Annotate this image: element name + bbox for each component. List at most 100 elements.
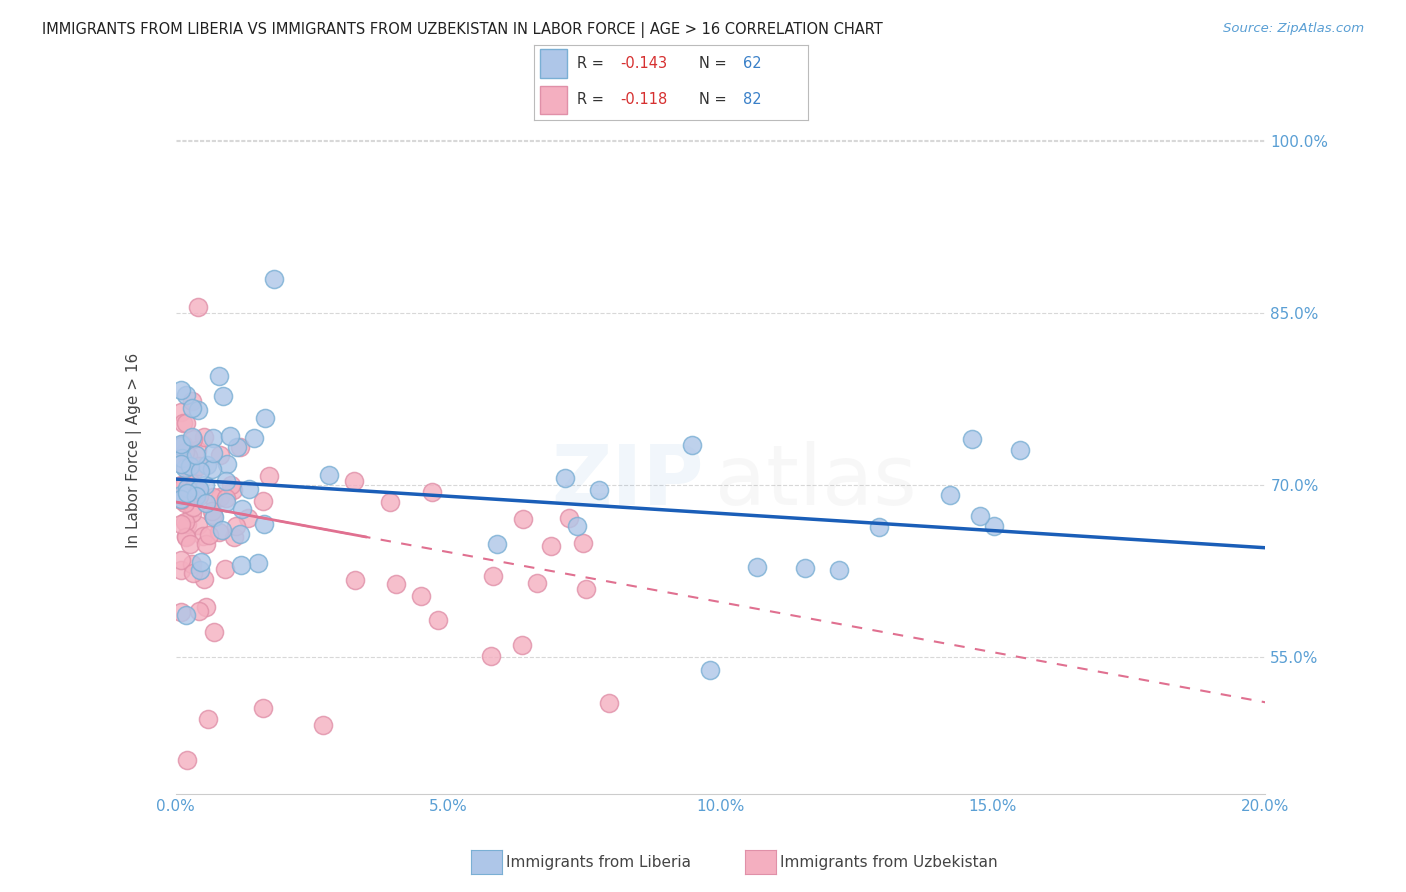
Point xyxy=(229,440,252,454)
Point xyxy=(598,696,620,710)
Point xyxy=(179,458,201,473)
Point xyxy=(197,713,219,727)
Point xyxy=(512,512,534,526)
Text: -0.143: -0.143 xyxy=(620,56,668,71)
Point xyxy=(214,495,236,509)
Point xyxy=(173,516,195,530)
Point xyxy=(187,402,209,417)
Point xyxy=(252,494,274,508)
Point xyxy=(540,539,562,553)
Point xyxy=(187,518,209,533)
Point xyxy=(174,529,197,543)
Point xyxy=(176,516,198,531)
Point xyxy=(173,458,195,472)
Point xyxy=(187,482,209,496)
FancyBboxPatch shape xyxy=(540,49,567,78)
Point xyxy=(176,607,198,622)
Point xyxy=(170,488,193,502)
Point xyxy=(214,562,236,576)
Point xyxy=(1010,443,1032,458)
Point xyxy=(214,491,236,506)
Point xyxy=(214,475,236,489)
Text: Source: ZipAtlas.com: Source: ZipAtlas.com xyxy=(1223,22,1364,36)
Point xyxy=(554,471,576,485)
Point xyxy=(868,520,890,534)
Point xyxy=(180,468,202,483)
Point xyxy=(176,486,198,500)
Point xyxy=(246,556,269,570)
Point xyxy=(198,528,221,542)
Point xyxy=(224,530,246,544)
Point xyxy=(202,508,225,523)
Point xyxy=(211,523,233,537)
Point xyxy=(225,519,247,533)
Point xyxy=(174,417,197,431)
Point xyxy=(229,558,252,573)
Point xyxy=(191,529,214,543)
Point xyxy=(208,525,231,540)
Point xyxy=(193,430,215,444)
Point xyxy=(209,448,232,462)
Point xyxy=(201,504,224,518)
Point xyxy=(195,496,218,510)
Point xyxy=(190,555,212,569)
Point xyxy=(201,461,224,475)
Text: 62: 62 xyxy=(742,56,761,71)
Point xyxy=(202,625,225,640)
Point xyxy=(176,481,198,495)
Point xyxy=(219,428,242,442)
Point xyxy=(257,468,280,483)
Point xyxy=(170,439,193,453)
Point xyxy=(202,431,225,445)
Text: In Labor Force | Age > 16: In Labor Force | Age > 16 xyxy=(127,353,142,548)
Point xyxy=(170,405,193,419)
Point xyxy=(170,605,193,619)
Point xyxy=(575,582,598,597)
Point xyxy=(226,440,249,454)
Point xyxy=(193,478,215,492)
Point xyxy=(962,432,984,446)
Point xyxy=(409,590,432,604)
Point xyxy=(181,566,204,580)
Point xyxy=(170,478,193,492)
Point xyxy=(557,511,579,525)
Text: N =: N = xyxy=(699,56,731,71)
Point xyxy=(186,489,208,503)
Point xyxy=(681,438,703,452)
Point xyxy=(173,478,195,492)
Point xyxy=(187,458,209,473)
Point xyxy=(219,477,242,491)
Point xyxy=(572,535,595,549)
Point xyxy=(170,450,193,465)
Point xyxy=(252,701,274,715)
Point xyxy=(188,563,211,577)
Point xyxy=(181,394,204,409)
Point xyxy=(187,603,209,617)
Point xyxy=(170,384,193,398)
Point xyxy=(229,527,252,541)
Point xyxy=(181,506,204,520)
Point xyxy=(939,488,962,502)
Point xyxy=(238,482,260,496)
Point xyxy=(208,369,231,384)
Point xyxy=(174,530,197,544)
Point xyxy=(180,475,202,490)
Point xyxy=(181,430,204,444)
Text: ZIP: ZIP xyxy=(551,441,704,522)
Point xyxy=(172,437,194,451)
Point xyxy=(969,509,991,524)
Point xyxy=(188,484,211,499)
Point xyxy=(170,563,193,577)
Point xyxy=(312,718,335,732)
Point xyxy=(173,460,195,475)
Point xyxy=(170,552,193,566)
Point xyxy=(183,500,205,514)
Point xyxy=(526,576,548,591)
Point xyxy=(181,401,204,415)
Point xyxy=(588,483,610,497)
Point xyxy=(177,483,200,497)
Point xyxy=(212,389,235,403)
Point xyxy=(177,449,200,463)
Point xyxy=(510,638,533,652)
Point xyxy=(215,457,238,471)
